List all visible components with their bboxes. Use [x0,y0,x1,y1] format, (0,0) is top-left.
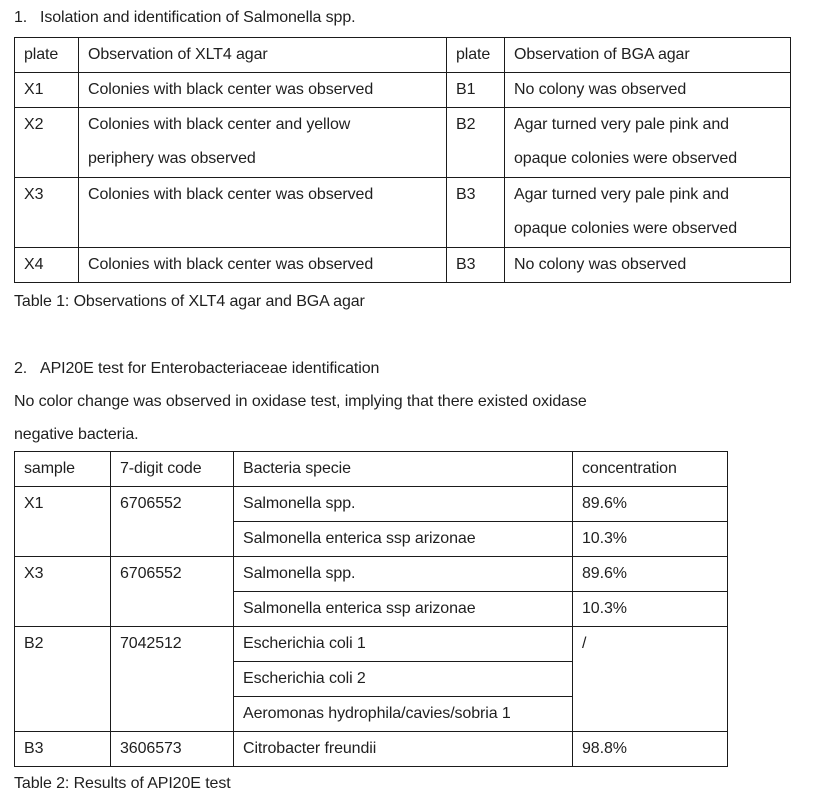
cell-conc-x3-2: 10.3% [572,591,728,627]
cell-code-b3: 3606573 [110,731,234,767]
table1-header-obs-bga: Observation of BGA agar [504,37,791,73]
table2-row-x1b: Salmonella enterica ssp arizonae 10.3% [15,521,728,557]
section1-number: 1. [14,9,28,26]
cell-sample-x3: X3 [14,556,111,627]
table2-row-b2b: Escherichia coli 2 [15,661,728,697]
table1-header-obs-xlt4: Observation of XLT4 agar [78,37,447,73]
cell-code-x1: 6706552 [110,486,234,557]
cell-species-b3: Citrobacter freundii [233,731,573,767]
cell-sample-x1: X1 [14,486,111,557]
cell-species-x1-1: Salmonella spp. [233,486,573,522]
table1-header-row: plate Observation of XLT4 agar plate Obs… [14,37,791,73]
table2-header-code: 7-digit code [110,451,234,487]
table1-agar-observations: plate Observation of XLT4 agar plate Obs… [14,37,791,283]
cell-plate-x4: X4 [14,247,79,283]
cell-species-b2-2: Escherichia coli 2 [233,661,573,697]
table1-caption: Table 1: Observations of XLT4 agar and B… [14,293,365,310]
table2-header-row: sample 7-digit code Bacteria specie conc… [14,451,728,487]
section1-heading: 1. Isolation and identification of Salmon… [14,8,814,28]
cell-code-x3: 6706552 [110,556,234,627]
section2-heading: 2. API20E test for Enterobacteriaceae ide… [14,359,814,379]
oxidase-paragraph: No color change was observed in oxidase … [14,393,587,443]
table2-row-x1a: X1 6706552 Salmonella spp. 89.6% [14,486,728,557]
table2-row-b2c: Aeromonas hydrophila/cavies/sobria 1 [15,696,728,732]
table2-caption: Table 2: Results of API20E test [14,775,231,792]
table1-row-x3: X3 Colonies with black center was observ… [14,177,791,248]
table2-header-concentration: concentration [572,451,728,487]
cell-plate-b1: B1 [446,72,505,108]
table1-row-x2: X2 Colonies with black center and yellow… [14,107,791,178]
cell-plate-b3: B3 [446,177,505,248]
section2-number: 2. [14,360,28,377]
cell-sample-b3: B3 [14,731,111,767]
cell-obs-x1: Colonies with black center was observed [78,72,447,108]
table2-header-sample: sample [14,451,111,487]
table1-row-x4: X4 Colonies with black center was observ… [14,247,791,283]
cell-plate-x3: X3 [14,177,79,248]
cell-species-x1-2: Salmonella enterica ssp arizonae [233,521,573,557]
table1-header-plate-bga: plate [446,37,505,73]
cell-obs-x3: Colonies with black center was observed [78,177,447,248]
cell-species-x3-1: Salmonella spp. [233,556,573,592]
table2-row-b2a: B2 7042512 Escherichia coli 1 / [14,626,728,732]
cell-conc-x1-1: 89.6% [572,486,728,522]
cell-conc-x3-1: 89.6% [572,556,728,592]
table2-api20e-results: sample 7-digit code Bacteria specie conc… [14,451,728,767]
cell-obs-b2: Agar turned very pale pink and opaque co… [504,107,791,178]
cell-obs-b1: No colony was observed [504,72,791,108]
cell-conc-x1-2: 10.3% [572,521,728,557]
cell-sample-b2: B2 [14,626,111,732]
cell-plate-b2: B2 [446,107,505,178]
table1-header-plate-xlt4: plate [14,37,79,73]
cell-species-b2-3: Aeromonas hydrophila/cavies/sobria 1 [233,696,573,732]
cell-obs-x4: Colonies with black center was observed [78,247,447,283]
cell-code-b2: 7042512 [110,626,234,732]
cell-species-x3-2: Salmonella enterica ssp arizonae [233,591,573,627]
cell-obs-b3: Agar turned very pale pink and opaque co… [504,177,791,248]
cell-obs-b3b: No colony was observed [504,247,791,283]
cell-plate-x1: X1 [14,72,79,108]
table2-row-b3: B3 3606573 Citrobacter freundii 98.8% [14,731,728,767]
cell-species-b2-1: Escherichia coli 1 [233,626,573,662]
section1-title: Isolation and identification of Salmonel… [40,9,356,26]
table2-header-species: Bacteria specie [233,451,573,487]
section2-title: API20E test for Enterobacteriaceae ident… [40,360,380,377]
table2-row-x3a: X3 6706552 Salmonella spp. 89.6% [14,556,728,627]
cell-plate-x2: X2 [14,107,79,178]
cell-obs-x2: Colonies with black center and yellow pe… [78,107,447,178]
table1-row-x1: X1 Colonies with black center was observ… [14,72,791,108]
cell-plate-b3b: B3 [446,247,505,283]
cell-conc-b2: / [572,626,728,732]
cell-conc-b3: 98.8% [572,731,728,767]
